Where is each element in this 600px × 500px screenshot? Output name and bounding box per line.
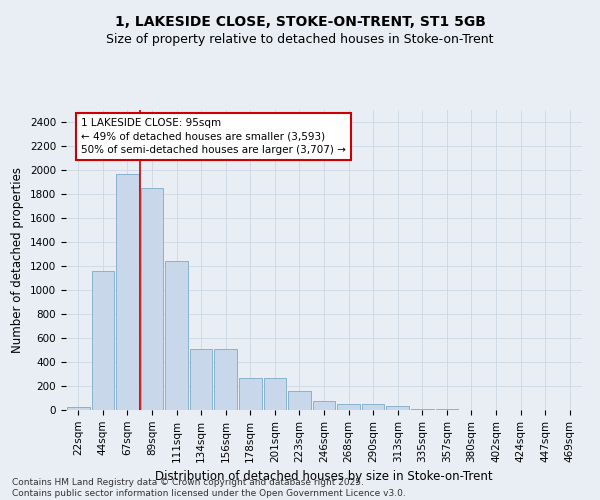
Bar	[116, 174, 139, 410]
Bar	[411, 409, 434, 410]
Text: 1, LAKESIDE CLOSE, STOKE-ON-TRENT, ST1 5GB: 1, LAKESIDE CLOSE, STOKE-ON-TRENT, ST1 5…	[115, 15, 485, 29]
Bar	[263, 378, 286, 410]
Text: Contains HM Land Registry data © Crown copyright and database right 2025.
Contai: Contains HM Land Registry data © Crown c…	[12, 478, 406, 498]
Bar	[67, 407, 89, 410]
Bar	[337, 404, 360, 410]
Bar	[288, 392, 311, 410]
Bar	[214, 349, 237, 410]
Bar	[386, 406, 409, 410]
Bar	[92, 271, 114, 410]
Y-axis label: Number of detached properties: Number of detached properties	[11, 167, 25, 353]
Bar	[239, 378, 262, 410]
Bar	[165, 261, 188, 410]
Bar	[140, 188, 163, 410]
X-axis label: Distribution of detached houses by size in Stoke-on-Trent: Distribution of detached houses by size …	[155, 470, 493, 483]
Bar	[190, 349, 212, 410]
Bar	[313, 401, 335, 410]
Bar	[362, 404, 385, 410]
Text: 1 LAKESIDE CLOSE: 95sqm
← 49% of detached houses are smaller (3,593)
50% of semi: 1 LAKESIDE CLOSE: 95sqm ← 49% of detache…	[81, 118, 346, 155]
Text: Size of property relative to detached houses in Stoke-on-Trent: Size of property relative to detached ho…	[106, 32, 494, 46]
